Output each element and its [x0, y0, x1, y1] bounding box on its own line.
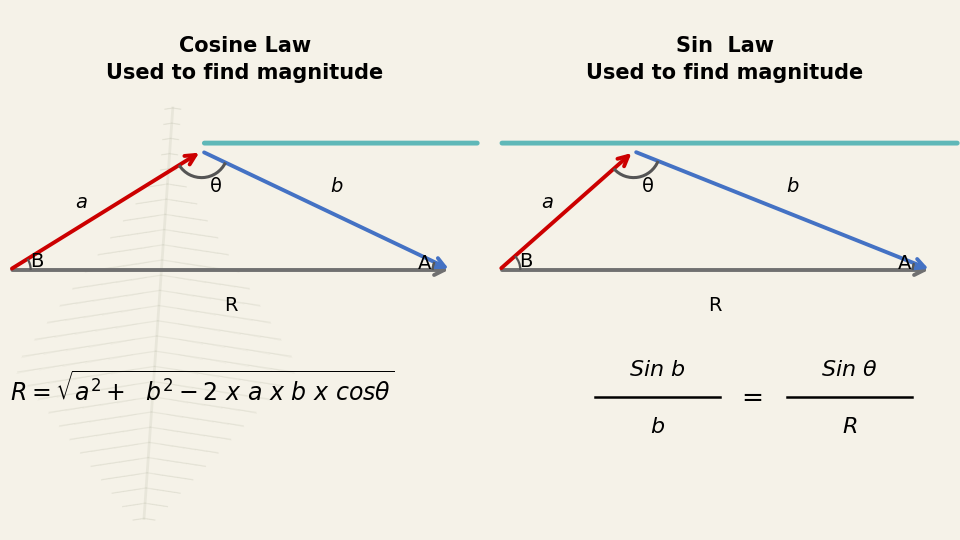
Text: Used to find magnitude: Used to find magnitude	[587, 63, 863, 83]
Text: $R = \sqrt{a^2 +\ \ b^2 - 2\ x\ a\ x\ b\ x\ cos\theta}$: $R = \sqrt{a^2 +\ \ b^2 - 2\ x\ a\ x\ b\…	[10, 371, 394, 407]
Text: A: A	[898, 254, 911, 273]
Text: $R$: $R$	[842, 416, 857, 437]
Text: a: a	[541, 193, 553, 212]
Text: $Sin\ b$: $Sin\ b$	[629, 360, 686, 380]
Text: A: A	[418, 254, 431, 273]
Text: R: R	[708, 295, 722, 315]
Text: Used to find magnitude: Used to find magnitude	[107, 63, 383, 83]
Text: $b$: $b$	[650, 416, 665, 437]
Text: $Sin\ \theta$: $Sin\ \theta$	[821, 360, 878, 380]
Text: Cosine Law: Cosine Law	[179, 36, 311, 56]
Text: R: R	[224, 295, 237, 315]
Text: B: B	[519, 252, 533, 272]
Text: θ: θ	[642, 177, 654, 196]
Text: Sin  Law: Sin Law	[676, 36, 774, 56]
Text: $=$: $=$	[735, 384, 762, 410]
Text: b: b	[330, 177, 342, 196]
Text: θ: θ	[210, 177, 222, 196]
Text: B: B	[30, 252, 43, 272]
Text: a: a	[76, 193, 87, 212]
Text: b: b	[786, 177, 798, 196]
